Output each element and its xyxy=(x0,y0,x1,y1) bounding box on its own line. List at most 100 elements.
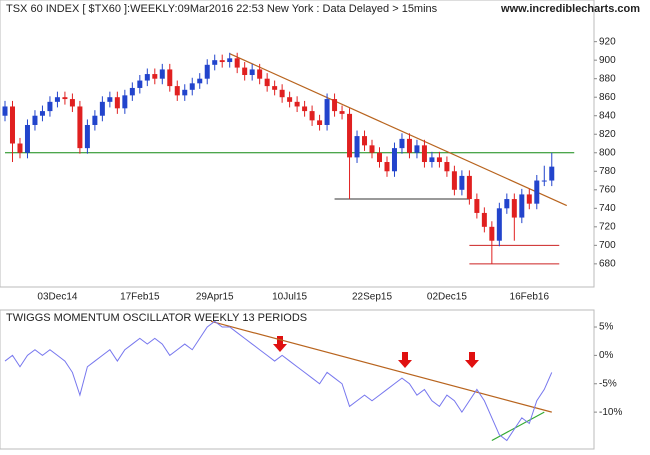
candle-body xyxy=(99,101,105,116)
candle-body xyxy=(541,180,547,182)
candle-body xyxy=(369,145,375,153)
candle-body xyxy=(436,157,442,163)
candle-body xyxy=(421,145,427,163)
x-tick-label: 17Feb15 xyxy=(120,292,160,303)
trendline xyxy=(210,320,552,413)
candle-body xyxy=(32,115,38,125)
candle-body xyxy=(122,95,128,109)
candle-body xyxy=(24,124,30,153)
candle-body xyxy=(62,97,68,100)
candle-body xyxy=(511,199,517,218)
candle-body xyxy=(309,111,315,121)
candle-body xyxy=(234,58,240,68)
candle-body xyxy=(84,124,90,149)
candle-body xyxy=(279,89,285,98)
candle-body xyxy=(249,69,255,75)
candle-body xyxy=(451,171,457,190)
y-tick-label: 840 xyxy=(599,110,616,121)
arrow xyxy=(398,352,412,368)
candle-body xyxy=(227,58,233,63)
x-tick-label: 29Apr15 xyxy=(196,292,234,303)
y-tick-label: 880 xyxy=(599,73,616,84)
x-tick-label: 10Jul15 xyxy=(272,292,307,303)
candle-body xyxy=(174,86,180,96)
candle-body xyxy=(399,138,405,149)
y-tick-label: 680 xyxy=(599,258,616,269)
chart-title: TSX 60 INDEX [ $TX60 ]:WEEKLY:09Mar2016 … xyxy=(6,3,438,15)
candle-body xyxy=(519,194,525,218)
candle-body xyxy=(324,99,330,125)
candle-body xyxy=(39,111,45,116)
arrow xyxy=(465,352,479,368)
y-tick-label: 900 xyxy=(599,55,616,66)
y-tick-label: 820 xyxy=(599,129,616,140)
candle-body xyxy=(347,113,353,158)
candle-body xyxy=(77,106,83,149)
y-tick-label: -10% xyxy=(599,407,622,418)
y-tick-label: 800 xyxy=(599,147,616,158)
y-tick-label: 780 xyxy=(599,166,616,177)
candle-body xyxy=(474,199,480,213)
y-tick-label: 720 xyxy=(599,221,616,232)
candle-body xyxy=(9,106,15,144)
candle-body xyxy=(159,69,165,79)
candle-body xyxy=(204,64,210,79)
source: www.incrediblecharts.com xyxy=(500,3,640,15)
y-tick-label: 0% xyxy=(599,350,614,361)
candle-body xyxy=(107,97,113,102)
y-tick-label: 760 xyxy=(599,184,616,195)
x-tick-label: 16Feb16 xyxy=(510,292,550,303)
price-panel xyxy=(0,0,595,288)
candle-body xyxy=(129,87,135,96)
candle-body xyxy=(264,78,270,87)
candle-body xyxy=(481,212,487,227)
candle-body xyxy=(242,67,248,75)
candle-body xyxy=(92,115,98,125)
candle-body xyxy=(47,101,53,112)
oscillator-panel xyxy=(0,309,595,450)
y-tick-label: 5% xyxy=(599,322,614,333)
candle-body xyxy=(549,166,555,181)
y-tick-label: 920 xyxy=(599,36,616,47)
candle-body xyxy=(414,145,420,153)
candle-body xyxy=(332,99,338,112)
trendline xyxy=(229,53,567,207)
candle-body xyxy=(317,120,323,125)
candle-body xyxy=(354,136,360,158)
candle-body xyxy=(257,69,263,79)
candle-body xyxy=(287,97,293,102)
y-tick-label: 700 xyxy=(599,240,616,251)
y-tick-label: 860 xyxy=(599,92,616,103)
x-tick-label: 03Dec14 xyxy=(37,292,77,303)
candle-body xyxy=(429,157,435,163)
candle-body xyxy=(212,60,218,65)
oscillator-line xyxy=(4,320,553,442)
candle-body xyxy=(466,175,472,200)
y-tick-label: -5% xyxy=(599,378,617,389)
candle-body xyxy=(489,226,495,241)
arrow xyxy=(273,336,287,352)
candle-body xyxy=(534,180,540,204)
candle-body xyxy=(377,152,382,163)
candle-body xyxy=(69,99,75,107)
candle-body xyxy=(339,111,345,114)
candle-body xyxy=(504,199,510,209)
candle-body xyxy=(2,106,8,116)
x-tick-label: 02Dec15 xyxy=(427,292,467,303)
candle-body xyxy=(384,162,390,172)
candle-body xyxy=(197,78,203,84)
candle-body xyxy=(406,138,412,153)
candle-body xyxy=(294,101,300,107)
candle-body xyxy=(496,208,502,241)
candle-body xyxy=(444,162,450,172)
candle-body xyxy=(362,136,368,146)
candle-body xyxy=(526,194,532,204)
candle-body xyxy=(182,89,188,96)
candle-body xyxy=(459,175,465,190)
candle-body xyxy=(152,74,158,79)
candle-body xyxy=(219,60,225,63)
candle-body xyxy=(302,106,308,112)
candle-body xyxy=(272,86,278,90)
oscillator-title: TWIGGS MOMENTUM OSCILLATOR WEEKLY 13 PER… xyxy=(6,312,307,324)
